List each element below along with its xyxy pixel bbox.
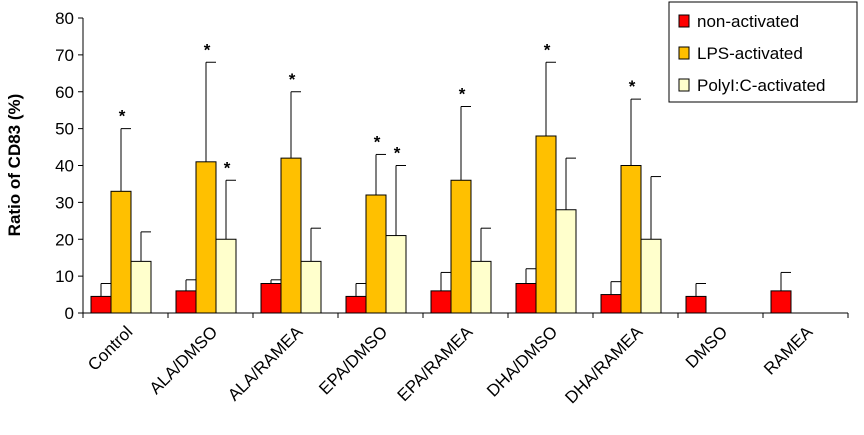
bar-polyi-c-activated (300, 260, 322, 314)
bar-lps-activated (450, 179, 472, 314)
y-tick-label: 30 (55, 193, 74, 212)
y-tick-label: 40 (55, 157, 74, 176)
bar-non-activated (90, 295, 112, 314)
bar-polyi-c-activated (555, 209, 577, 314)
bar-lps-activated (365, 194, 387, 314)
y-tick-label: 70 (55, 46, 74, 65)
bar-lps-activated (620, 165, 642, 314)
x-tick-label: DHA/RAMEA (561, 322, 646, 407)
bar-non-activated (515, 283, 537, 314)
legend-swatch (678, 46, 690, 60)
significance-marker: * (394, 144, 401, 163)
legend-swatch (678, 14, 690, 28)
y-tick-label: 80 (55, 9, 74, 28)
legend-entry: PolyI:C-activated (697, 76, 826, 95)
significance-marker: * (204, 40, 211, 59)
bar-lps-activated (110, 190, 132, 314)
significance-marker: * (119, 107, 126, 126)
bar-non-activated (430, 290, 452, 314)
x-tick-label: Control (84, 322, 136, 374)
x-tick-label: RAMEA (760, 322, 817, 379)
x-tick-label: EPA/RAMEA (394, 322, 477, 405)
bar-non-activated (345, 295, 367, 314)
bar-polyi-c-activated (130, 260, 152, 314)
significance-marker: * (629, 77, 636, 96)
bar-non-activated (260, 283, 282, 314)
significance-marker: * (459, 85, 466, 104)
y-tick-label: 50 (55, 120, 74, 139)
bar-non-activated (685, 295, 707, 314)
significance-marker: * (374, 132, 381, 151)
legend-swatch (678, 78, 690, 92)
legend: non-activated LPS-activated PolyI:C-activa… (668, 1, 858, 103)
legend-entry: non-activated (697, 12, 799, 31)
bar-non-activated (600, 294, 622, 314)
x-tick-label: ALA/DMSO (146, 322, 222, 398)
bar-non-activated (175, 290, 197, 314)
y-tick-label: 10 (55, 267, 74, 286)
x-tick-label: DHA/DMSO (483, 322, 561, 400)
bar-lps-activated (535, 135, 557, 314)
y-tick-label: 0 (65, 304, 74, 323)
legend-box (668, 1, 858, 103)
significance-marker: * (289, 70, 296, 89)
bar-polyi-c-activated (215, 238, 237, 314)
y-axis-label: Ratio of CD83 (%) (5, 94, 24, 237)
bar-lps-activated (195, 161, 217, 314)
bar-non-activated (770, 290, 792, 314)
x-tick-label: ALA/RAMEA (224, 322, 307, 405)
legend-entry: LPS-activated (697, 44, 803, 63)
y-tick-label: 60 (55, 83, 74, 102)
bar-polyi-c-activated (470, 260, 492, 314)
bar-polyi-c-activated (640, 238, 662, 314)
x-tick-label: EPA/DMSO (315, 322, 391, 398)
x-tick-label: DMSO (682, 322, 731, 371)
significance-marker: * (224, 158, 231, 177)
significance-marker: * (544, 40, 551, 59)
bar-lps-activated (280, 157, 302, 314)
bar-polyi-c-activated (385, 235, 407, 314)
y-tick-label: 20 (55, 230, 74, 249)
